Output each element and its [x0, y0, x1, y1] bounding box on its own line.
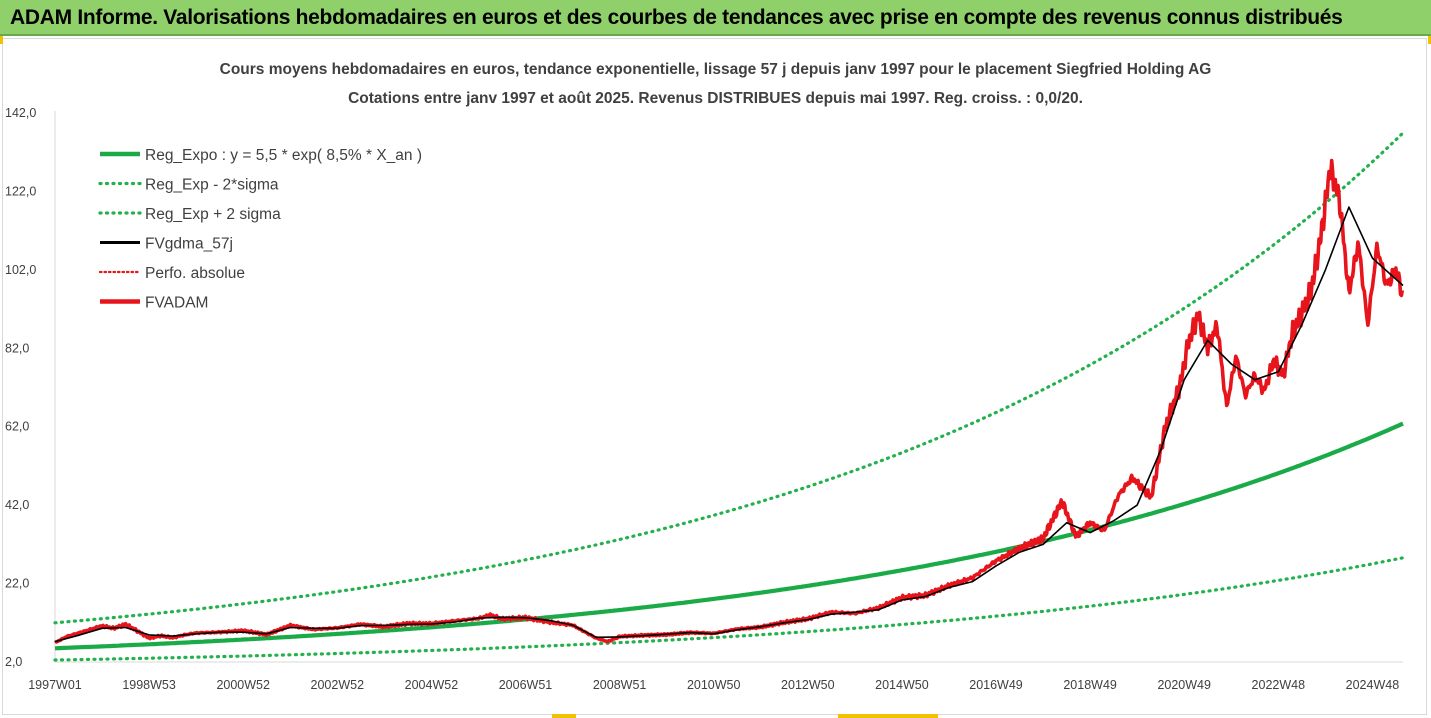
legend-label: FVgdma_57j: [145, 236, 233, 253]
corner-mark-top-left: [0, 36, 3, 44]
legend-label: Reg_Exp - 2*sigma: [145, 177, 279, 194]
corner-mark-top-right: [1428, 36, 1431, 44]
x-tick-label: 2014W50: [875, 678, 929, 692]
x-tick-label: 2016W49: [969, 678, 1023, 692]
x-tick-label: 2020W49: [1157, 678, 1211, 692]
x-tick-label: 1997W01: [28, 678, 82, 692]
y-tick-label: 142,0: [5, 106, 36, 120]
x-tick-label: 2008W51: [593, 678, 647, 692]
x-tick-label: 2006W51: [499, 678, 553, 692]
chart-title: Cours moyens hebdomadaires en euros, ten…: [219, 61, 1212, 78]
x-tick-label: 2000W52: [216, 678, 270, 692]
banner-title: ADAM Informe. Valorisations hebdomadaire…: [10, 6, 1343, 29]
legend-label: FVADAM: [145, 295, 208, 312]
y-tick-label: 62,0: [5, 420, 29, 434]
series-line-fvgdma-57j: [54, 206, 1404, 643]
y-tick-label: 2,0: [5, 655, 22, 669]
y-tick-label: 122,0: [5, 184, 36, 198]
x-tick-label: 2010W50: [687, 678, 741, 692]
title-banner: ADAM Informe. Valorisations hebdomadaire…: [0, 0, 1431, 36]
legend-label: Reg_Exp + 2 sigma: [145, 206, 281, 223]
x-tick-label: 1998W53: [122, 678, 176, 692]
y-tick-label: 22,0: [5, 577, 29, 591]
chart-subtitle: Cotations entre janv 1997 et août 2025. …: [348, 90, 1083, 107]
x-tick-label: 2002W52: [311, 678, 365, 692]
x-tick-label: 2022W48: [1252, 678, 1306, 692]
corner-mark-bottom-mid: [838, 714, 938, 718]
x-tick-label: 2004W52: [405, 678, 459, 692]
series-line-reg-exp-plus-2sigma: [53, 131, 1405, 625]
corner-mark-bottom-left: [552, 714, 576, 718]
legend-label: Reg_Expo : y = 5,5 * exp( 8,5% * X_an ): [145, 147, 422, 164]
y-tick-label: 82,0: [5, 341, 29, 355]
x-tick-label: 2018W49: [1063, 678, 1117, 692]
y-tick-label: 102,0: [5, 263, 36, 277]
chart-frame: [2, 38, 1427, 715]
series-line-reg-exp-minus-2sigma: [53, 556, 1405, 662]
y-tick-label: 42,0: [5, 498, 29, 512]
series-line-fvadam: [53, 158, 1405, 645]
x-tick-label: 2024W48: [1346, 678, 1400, 692]
series-line-reg-expo: [54, 421, 1404, 651]
x-tick-label: 2012W50: [781, 678, 835, 692]
legend-label: Perfo. absolue: [145, 265, 245, 282]
